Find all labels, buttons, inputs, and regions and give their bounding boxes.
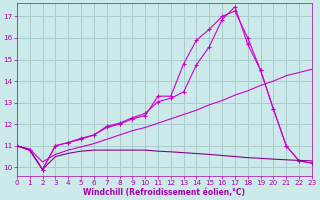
X-axis label: Windchill (Refroidissement éolien,°C): Windchill (Refroidissement éolien,°C) <box>84 188 245 197</box>
